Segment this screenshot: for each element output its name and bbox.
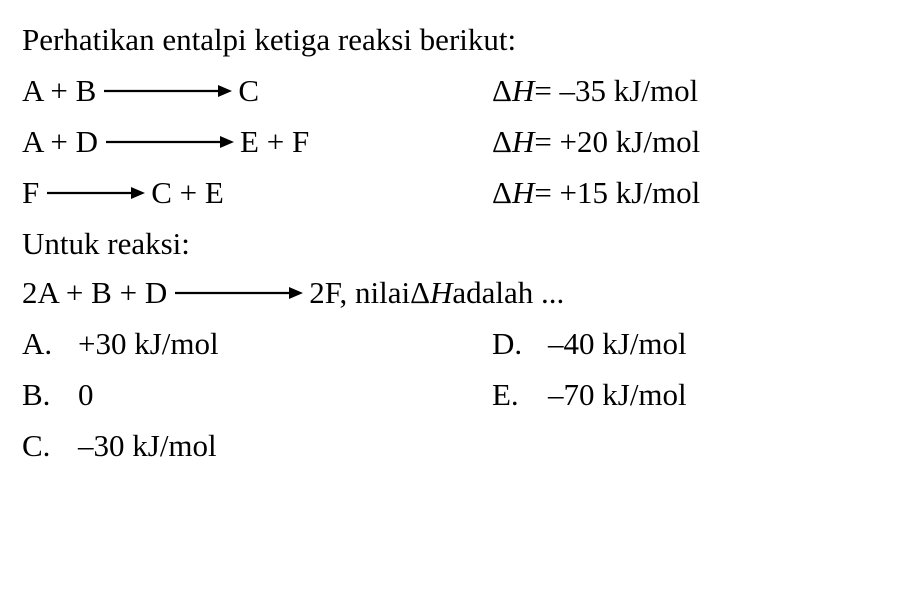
enthalpy: ΔH = –35 kJ/mol — [492, 69, 698, 114]
option-b: B. 0 — [22, 373, 492, 418]
option-a: A. +30 kJ/mol — [22, 322, 492, 367]
option-letter: C. — [22, 424, 78, 469]
delta-symbol: Δ — [492, 171, 512, 216]
target-reaction: 2A + B + D 2F, nilai ΔH adalah ... — [22, 271, 876, 316]
dH-value: = +15 kJ/mol — [534, 171, 700, 216]
option-letter: B. — [22, 373, 78, 418]
products: C — [238, 69, 259, 114]
option-value: +30 kJ/mol — [78, 322, 219, 367]
enthalpy: ΔH = +20 kJ/mol — [492, 120, 700, 165]
reactants: F — [22, 171, 39, 216]
option-letter: D. — [492, 322, 548, 367]
arrow-icon — [104, 133, 234, 151]
reactants: A + D — [22, 120, 98, 165]
for-label-text: Untuk reaksi: — [22, 226, 190, 261]
reactants: A + B — [22, 69, 96, 114]
delta-symbol: Δ — [492, 120, 512, 165]
question-title: Perhatikan entalpi ketiga reaksi berikut… — [22, 18, 876, 63]
h-var: H — [430, 271, 452, 316]
title-text: Perhatikan entalpi ketiga reaksi berikut… — [22, 18, 516, 63]
h-var: H — [512, 120, 534, 165]
reaction-lhs: A + D E + F — [22, 120, 492, 165]
reaction-row: A + B C ΔH = –35 kJ/mol — [22, 69, 876, 114]
h-var: H — [512, 69, 534, 114]
dH-value: = +20 kJ/mol — [534, 120, 700, 165]
option-value: –30 kJ/mol — [78, 424, 217, 469]
option-e: E. –70 kJ/mol — [492, 373, 687, 418]
delta-symbol: Δ — [492, 69, 512, 114]
arrow-icon — [173, 284, 303, 302]
reaction-row: F C + E ΔH = +15 kJ/mol — [22, 171, 876, 216]
option-d: D. –40 kJ/mol — [492, 322, 687, 367]
option-row: A. +30 kJ/mol D. –40 kJ/mol — [22, 322, 876, 367]
arrow-icon — [102, 82, 232, 100]
option-letter: E. — [492, 373, 548, 418]
products: E + F — [240, 120, 309, 165]
option-letter: A. — [22, 322, 78, 367]
enthalpy: ΔH = +15 kJ/mol — [492, 171, 700, 216]
delta-symbol: Δ — [410, 271, 430, 316]
target-post-pre: 2F, nilai — [309, 271, 410, 316]
option-row: B. 0 E. –70 kJ/mol — [22, 373, 876, 418]
option-value: 0 — [78, 373, 94, 418]
option-row: C. –30 kJ/mol — [22, 424, 876, 469]
reaction-lhs: F C + E — [22, 171, 492, 216]
option-value: –40 kJ/mol — [548, 322, 687, 367]
products: C + E — [151, 171, 224, 216]
option-c: C. –30 kJ/mol — [22, 424, 492, 469]
target-post-post: adalah ... — [452, 271, 564, 316]
reaction-lhs: A + B C — [22, 69, 492, 114]
h-var: H — [512, 171, 534, 216]
for-label: Untuk reaksi: — [22, 222, 876, 267]
arrow-icon — [45, 184, 145, 202]
option-value: –70 kJ/mol — [548, 373, 687, 418]
reaction-row: A + D E + F ΔH = +20 kJ/mol — [22, 120, 876, 165]
dH-value: = –35 kJ/mol — [534, 69, 698, 114]
target-reactants: 2A + B + D — [22, 271, 167, 316]
